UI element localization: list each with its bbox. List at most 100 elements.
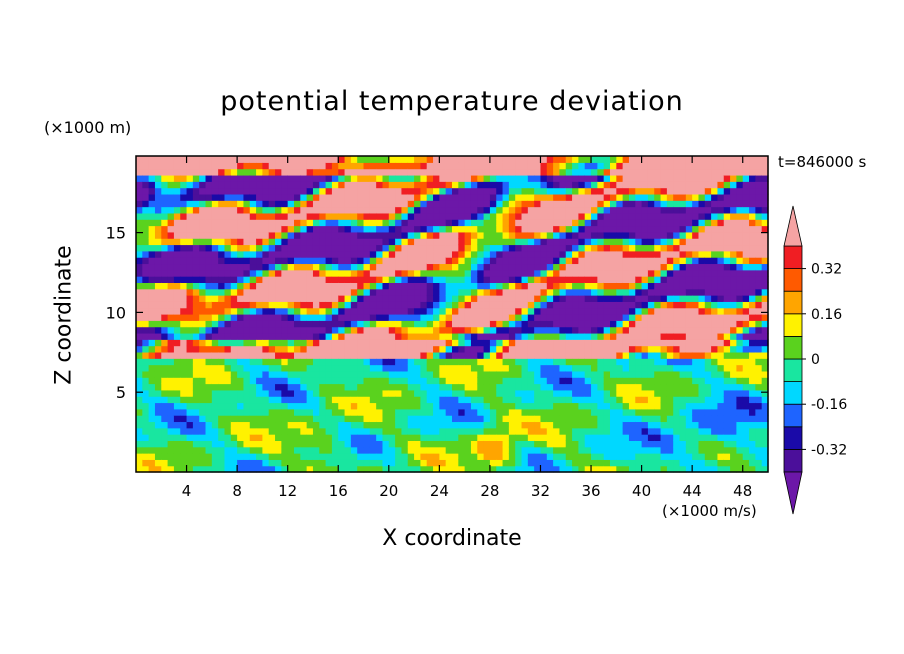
field-cell [306,200,314,208]
field-cell [154,408,162,416]
field-cell [338,402,346,410]
field-cell [723,314,731,321]
field-cell [666,238,674,246]
field-cell [679,263,687,271]
field-cell [610,332,617,340]
field-cell [458,257,466,265]
field-cell [218,351,226,359]
field-cell [319,427,327,435]
field-cell [205,421,213,429]
field-cell [483,358,491,366]
field-cell [306,174,314,182]
field-cell [312,263,320,271]
field-cell [148,364,156,372]
field-cell [483,187,491,195]
field-cell [647,269,655,277]
field-cell [256,383,263,391]
field-cell [363,459,371,467]
field-cell [173,162,181,170]
field-cell [685,459,693,467]
field-cell [218,440,226,448]
field-cell [281,370,289,378]
field-cell [211,231,219,239]
field-cell [211,339,219,347]
field-cell [452,453,459,460]
field-cell [717,421,725,429]
field-cell [673,168,681,176]
field-cell [148,402,156,410]
field-cell [565,219,573,227]
field-cell [376,364,384,372]
field-cell [641,421,649,429]
field-cell [161,332,169,340]
field-cell [199,364,207,372]
field-cell [388,345,396,353]
field-cell [635,314,643,321]
field-cell [742,162,750,170]
field-cell [211,358,219,366]
field-cell [489,193,497,201]
field-cell [401,427,409,435]
field-cell [230,358,238,366]
field-cell [660,320,668,328]
field-cell [369,446,377,454]
field-cell [534,383,542,391]
field-cell [578,156,586,163]
field-cell [635,276,643,283]
field-cell [344,383,352,391]
field-cell [211,219,219,227]
field-cell [243,383,251,391]
field-cell [154,238,162,246]
field-cell [628,465,636,473]
field-cell [527,396,535,404]
field-cell [211,174,219,182]
field-cell [426,383,434,391]
field-cell [388,257,396,265]
field-cell [647,225,655,233]
field-cell [603,434,611,441]
field-cell [666,162,674,170]
field-cell [338,250,346,258]
field-cell [344,269,352,277]
field-cell [357,250,365,258]
field-cell [654,257,662,265]
field-cell [186,193,194,201]
field-cell [515,326,523,334]
field-cell [502,250,510,258]
field-cell [584,269,592,277]
field-cell [622,453,630,460]
field-cell [357,396,365,404]
field-cell [249,219,257,227]
field-cell [534,421,542,429]
field-cell [534,314,542,321]
field-cell [717,408,725,416]
field-cell [344,339,352,347]
field-cell [357,440,365,448]
field-cell [294,358,301,366]
field-cell [610,307,617,315]
field-cell [521,408,529,416]
field-cell [414,263,421,271]
field-cell [148,377,156,385]
field-cell [445,307,453,315]
field-cell [755,326,763,334]
field-cell [698,193,706,201]
field-cell [294,453,301,460]
field-cell [376,212,384,220]
field-cell [275,174,282,182]
field-cell [622,434,630,441]
field-cell [388,326,396,334]
field-cell [559,453,567,460]
field-cell [489,187,497,195]
field-cell [723,408,731,416]
field-cell [742,415,750,423]
field-cell [199,174,207,182]
field-cell [515,465,523,473]
field-cell [673,301,681,309]
field-cell [616,339,624,347]
field-cell [635,434,643,441]
field-cell [755,383,763,391]
field-cell [641,162,649,170]
field-cell [730,434,737,441]
field-cell [679,206,687,214]
